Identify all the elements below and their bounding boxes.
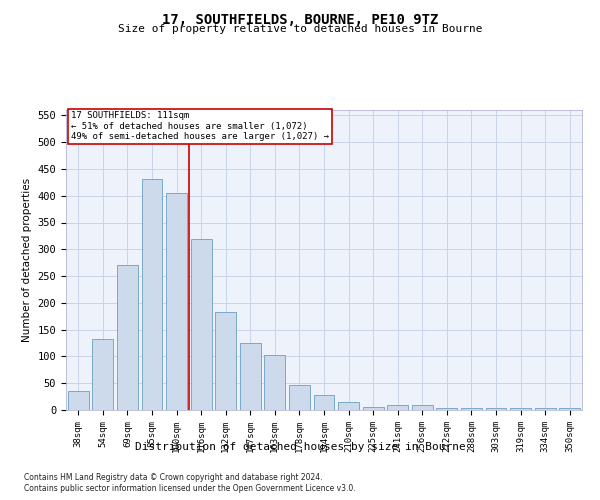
Text: Distribution of detached houses by size in Bourne: Distribution of detached houses by size … [134,442,466,452]
Bar [338,402,359,410]
Bar [461,408,482,410]
Bar [362,407,383,410]
Bar [535,408,556,410]
Bar [215,312,236,410]
Text: Size of property relative to detached houses in Bourne: Size of property relative to detached ho… [118,24,482,34]
Bar [191,238,212,410]
Bar [387,405,408,410]
Bar [412,404,433,410]
Bar [559,408,580,410]
Bar [265,355,286,410]
Text: 17, SOUTHFIELDS, BOURNE, PE10 9TZ: 17, SOUTHFIELDS, BOURNE, PE10 9TZ [162,12,438,26]
Y-axis label: Number of detached properties: Number of detached properties [22,178,32,342]
Bar [117,266,138,410]
Bar [510,408,531,410]
Bar [142,178,163,410]
Bar [289,386,310,410]
Text: 17 SOUTHFIELDS: 111sqm
← 51% of detached houses are smaller (1,072)
49% of semi-: 17 SOUTHFIELDS: 111sqm ← 51% of detached… [71,112,329,142]
Bar [314,395,334,410]
Bar [485,408,506,410]
Text: Contains HM Land Registry data © Crown copyright and database right 2024.: Contains HM Land Registry data © Crown c… [24,472,323,482]
Text: Contains public sector information licensed under the Open Government Licence v3: Contains public sector information licen… [24,484,356,493]
Bar [436,408,457,410]
Bar [92,339,113,410]
Bar [166,192,187,410]
Bar [240,343,261,410]
Bar [68,391,89,410]
